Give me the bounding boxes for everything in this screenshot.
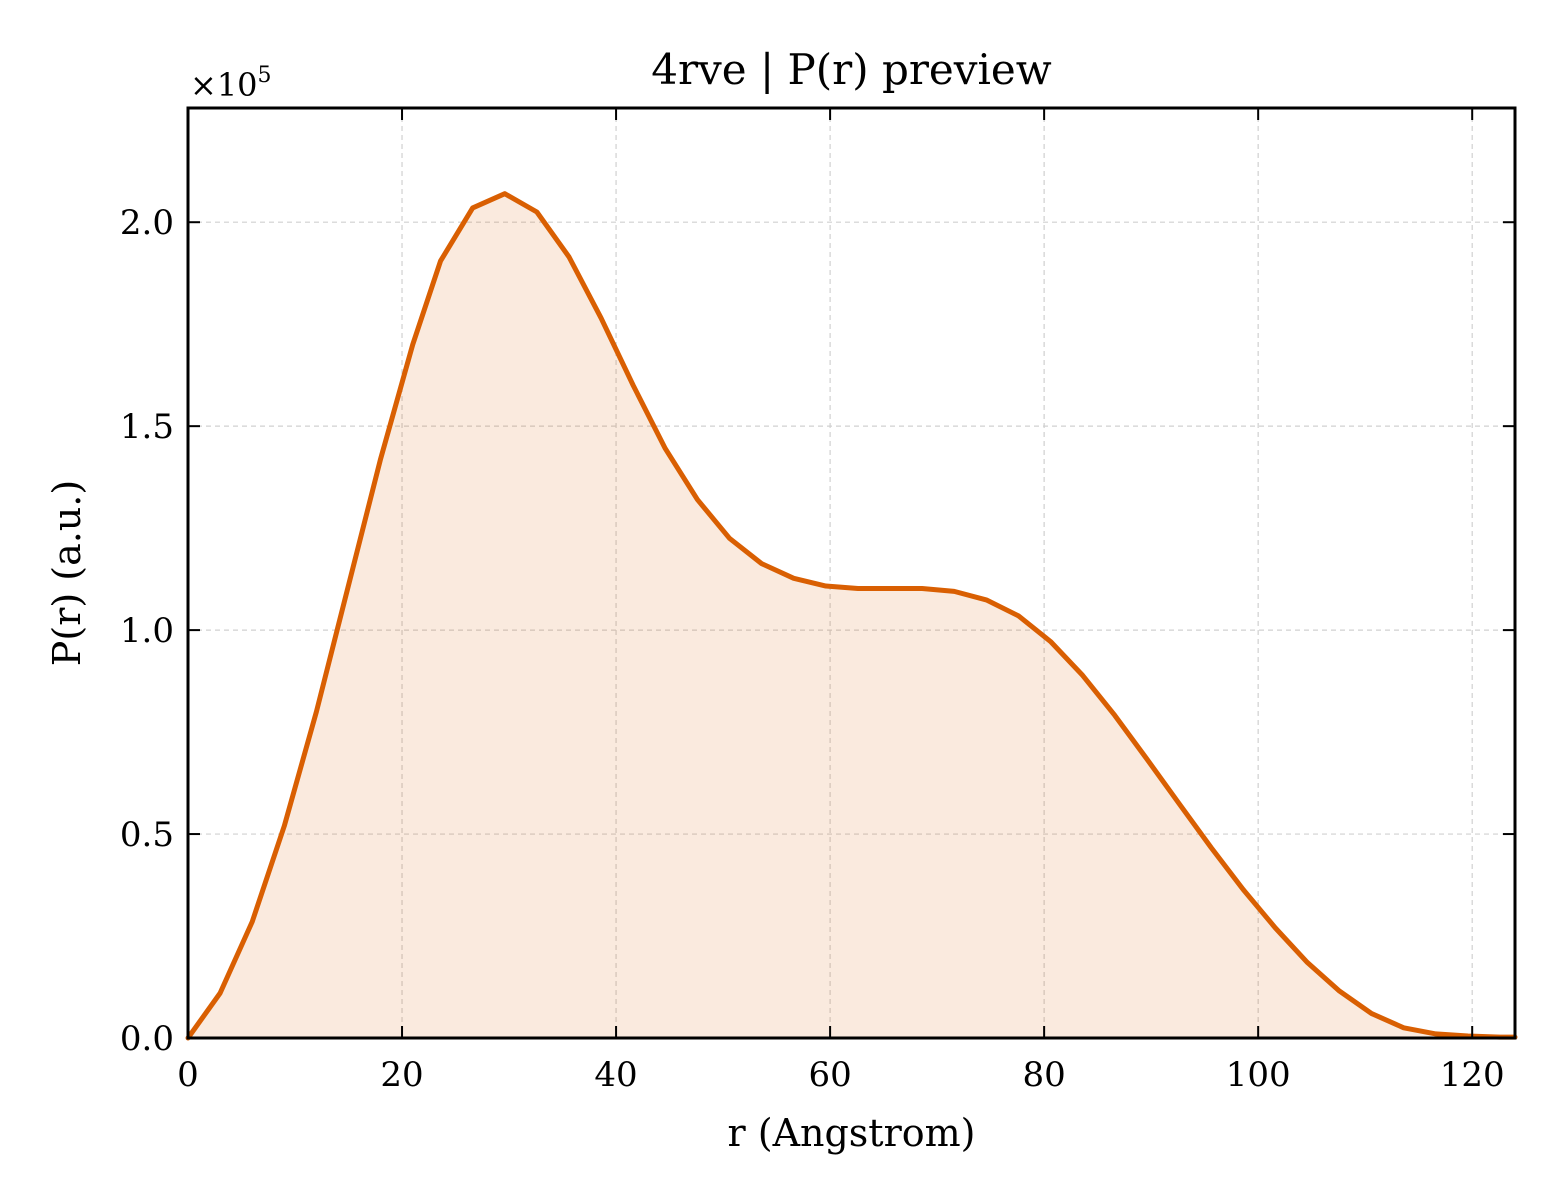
x-axis-label: r (Angstrom) xyxy=(728,1111,976,1155)
series-layer xyxy=(188,194,1515,1038)
y-axis-label: P(r) (a.u.) xyxy=(45,480,89,666)
x-tick-label: 100 xyxy=(1226,1055,1291,1095)
x-tick-label: 0 xyxy=(177,1055,199,1095)
x-tick-labels: 0 20 40 60 80 100 120 xyxy=(177,1055,1504,1095)
y-tick-label: 0.5 xyxy=(120,815,174,855)
y-offset-label: ×105 xyxy=(190,63,272,104)
x-tick-label: 80 xyxy=(1022,1055,1065,1095)
y-offset-exponent: 5 xyxy=(258,63,272,88)
y-tick-label: 2.0 xyxy=(120,203,174,243)
x-tick-label: 20 xyxy=(380,1055,423,1095)
x-tick-label: 60 xyxy=(808,1055,851,1095)
x-tick-label: 120 xyxy=(1440,1055,1505,1095)
x-tick-label: 40 xyxy=(594,1055,637,1095)
y-tick-label: 0.0 xyxy=(120,1019,174,1059)
y-tick-label: 1.0 xyxy=(120,611,174,651)
y-tick-label: 1.5 xyxy=(120,407,174,447)
chart-title: 4rve | P(r) preview xyxy=(651,45,1052,94)
y-offset-base: ×10 xyxy=(190,66,258,104)
series-area-fill xyxy=(188,194,1515,1038)
y-tick-labels: 0.0 0.5 1.0 1.5 2.0 xyxy=(120,203,174,1059)
